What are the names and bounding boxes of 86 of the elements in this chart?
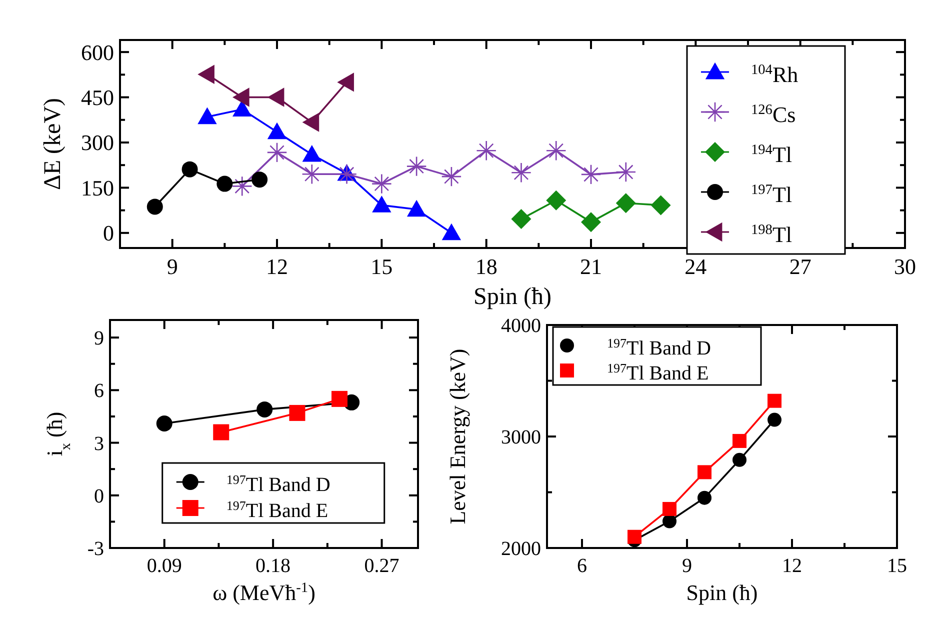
legend-label: $^{126}$Cs (751, 102, 796, 127)
y-tick-label: 600 (81, 40, 114, 65)
point (698, 465, 712, 480)
y-tick-label: 6 (94, 380, 104, 402)
x-tick-label: 9 (682, 555, 692, 577)
point (232, 176, 252, 196)
x-tick-label: 0.27 (364, 555, 400, 577)
point (476, 140, 497, 161)
point (580, 164, 602, 185)
x-tick-label: 24 (684, 254, 707, 279)
point (371, 174, 392, 194)
legend-label: $^{194}$Tl (751, 142, 792, 167)
x-tick-label: 15 (887, 555, 907, 577)
point (732, 452, 746, 467)
x-tick-label: 15 (370, 254, 393, 279)
point (546, 190, 566, 210)
point (768, 394, 782, 408)
y-tick-label: 2000 (501, 538, 541, 560)
point (266, 142, 288, 163)
x-tick-label: 9 (166, 254, 178, 279)
point (267, 122, 287, 140)
point (331, 390, 348, 407)
y-axis-title: ΔE (keV) (40, 98, 66, 190)
point (156, 415, 172, 432)
point (267, 88, 284, 107)
y-axis-title: Level Energy (keV) (445, 348, 470, 524)
point (213, 424, 230, 440)
point (441, 166, 462, 187)
point (216, 176, 233, 192)
point (511, 209, 532, 230)
y-tick-label: 3 (94, 432, 104, 455)
x-tick-label: 12 (782, 555, 802, 577)
x-axis-title: ω (MeVħ$^{-1}$) (212, 580, 316, 605)
legend-label: $^{197}$Tl Band E (226, 498, 328, 522)
point (581, 212, 601, 232)
x-tick-label: 30 (894, 254, 916, 279)
point (198, 107, 217, 124)
point (768, 412, 782, 427)
point (698, 490, 712, 505)
point (289, 404, 306, 421)
x-tick-label: 18 (475, 254, 498, 279)
y-tick-label: 3000 (501, 426, 541, 448)
point (232, 88, 250, 107)
y-tick-label: -3 (87, 538, 104, 560)
legend-label: $^{197}$Tl (751, 182, 792, 207)
point (252, 172, 268, 188)
point (146, 198, 163, 215)
x-tick-label: 0.18 (256, 555, 291, 577)
point (662, 502, 676, 516)
point (732, 434, 746, 448)
x-axis-title: Spin (ħ) (686, 580, 758, 605)
point (372, 196, 392, 212)
legend-label: $^{198}$Tl (751, 222, 792, 247)
point (182, 161, 198, 178)
point (662, 514, 676, 528)
x-tick-label: 0.09 (146, 555, 182, 577)
legend-label: $^{197}$Tl Band E (607, 360, 709, 384)
x-axis-title: Spin (ħ) (474, 284, 552, 310)
point (546, 140, 566, 161)
legend-label: $^{197}$Tl Band D (607, 335, 711, 360)
point (256, 401, 273, 418)
point (650, 195, 671, 216)
y-tick-label: 4000 (501, 315, 541, 337)
point (616, 193, 636, 214)
legend-label: $^{197}$Tl Band D (226, 472, 330, 496)
point (442, 223, 462, 240)
point (406, 200, 426, 217)
y-tick-label: 9 (94, 328, 104, 350)
point (616, 162, 636, 182)
point (198, 64, 214, 84)
point (628, 530, 642, 544)
x-tick-label: 27 (789, 254, 812, 279)
point (337, 72, 354, 92)
x-tick-label: 21 (580, 254, 602, 279)
y-tick-label: 0 (94, 485, 104, 508)
point (302, 112, 320, 132)
point (510, 162, 532, 183)
y-tick-label: 0 (103, 220, 114, 246)
x-tick-label: 6 (577, 555, 587, 577)
point (406, 156, 427, 177)
y-tick-label: 450 (81, 84, 114, 110)
y-tick-label: 150 (81, 175, 114, 200)
y-tick-label: 300 (81, 130, 114, 156)
point (302, 144, 322, 162)
x-tick-label: 12 (266, 254, 288, 279)
legend-label: $^{104}$Rh (751, 62, 798, 87)
